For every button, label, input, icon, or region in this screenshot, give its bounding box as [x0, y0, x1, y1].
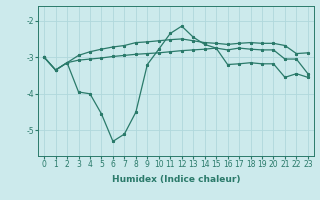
X-axis label: Humidex (Indice chaleur): Humidex (Indice chaleur)	[112, 175, 240, 184]
